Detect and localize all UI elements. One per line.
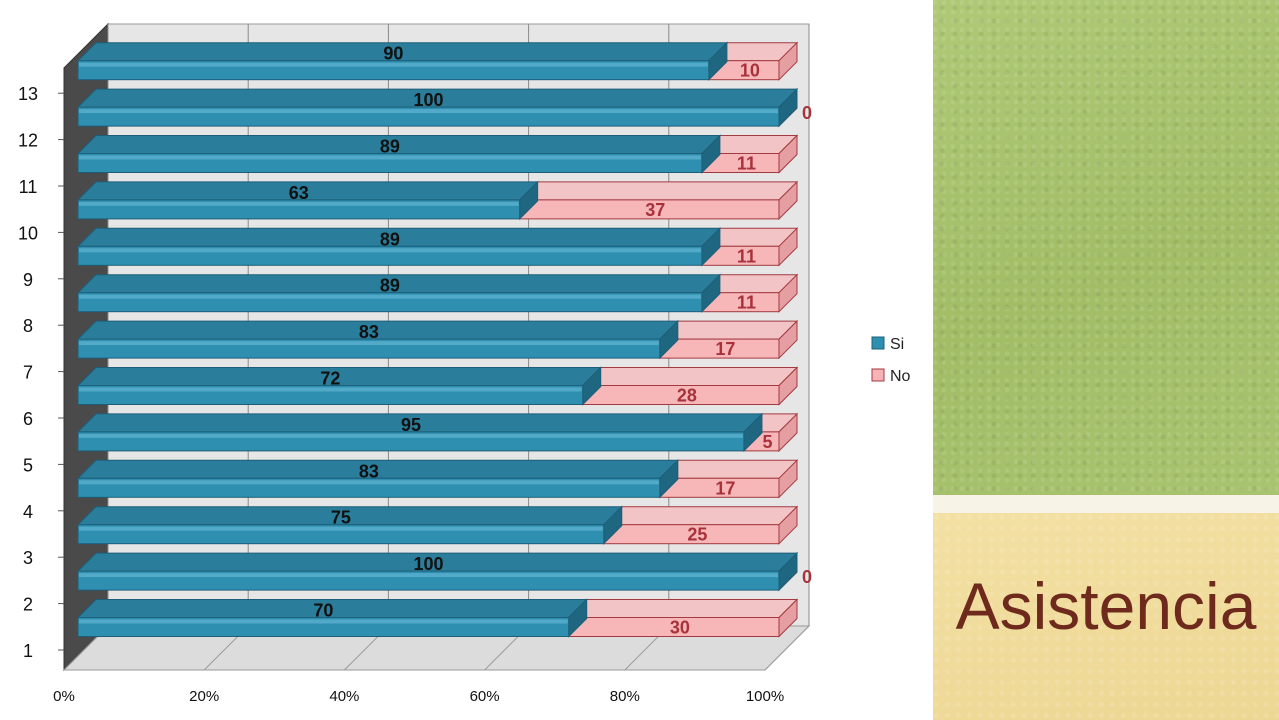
legend-label: Si <box>890 336 904 353</box>
bar-si-5 <box>76 412 764 453</box>
bar-no-4 <box>658 459 799 499</box>
y-tick-label: 7 <box>23 363 33 383</box>
si-value-label: 90 <box>383 44 403 64</box>
si-value-label: 70 <box>313 601 333 621</box>
no-value-label: 17 <box>715 339 735 359</box>
legend-label: No <box>890 368 911 385</box>
y-tick-label: 1 <box>23 641 33 661</box>
no-value-label: 25 <box>687 525 707 545</box>
chart-bars <box>76 41 799 638</box>
no-value-label: 11 <box>737 293 756 313</box>
no-value-label: 11 <box>737 154 756 174</box>
bar-si-2 <box>76 551 799 592</box>
bar-si-7 <box>76 319 680 360</box>
panel-divider <box>933 495 1279 513</box>
y-tick-label: 3 <box>23 548 33 568</box>
si-value-label: 95 <box>401 415 421 435</box>
si-value-label: 75 <box>331 508 351 528</box>
bar-no-6 <box>581 366 799 406</box>
bar-no-3 <box>602 505 799 545</box>
y-tick-label: 2 <box>23 595 33 615</box>
no-value-label: 28 <box>677 386 697 406</box>
bar-no-8 <box>700 273 799 313</box>
bar-si-13 <box>76 41 729 81</box>
si-value-label: 100 <box>413 554 443 574</box>
data-labels: 90 10 100 0 89 11 63 37 89 11 89 11 83 17 72 28 95 5 83 17 7… <box>289 44 812 638</box>
bar-si-12 <box>76 87 799 128</box>
legend-swatch <box>871 368 885 382</box>
no-value-label: 30 <box>670 618 690 638</box>
y-tick-label: 13 <box>18 84 38 104</box>
y-tick-label: 9 <box>23 270 33 290</box>
bar-no-1 <box>567 598 799 638</box>
floor-grid-line <box>764 625 810 671</box>
bar-si-6 <box>76 366 602 406</box>
y-tick-label: 11 <box>19 177 38 197</box>
bar-no-11 <box>700 134 799 174</box>
si-value-label: 89 <box>380 276 400 296</box>
green-texture-panel <box>933 0 1279 495</box>
y-tick-label: 5 <box>23 455 33 475</box>
side-panel: Asistencia <box>928 0 1279 720</box>
stacked-bar-chart: 9010100089116337891189118317722895583177… <box>18 22 911 705</box>
chart-area: 90 10 100 0 89 11 63 37 89 11 89 11 83 17 72 28 95 5 83 17 7… <box>17 0 929 720</box>
bar-si-1 <box>76 598 588 638</box>
axis-ticks: 13 12 11 10 9 8 7 6 5 4 3 2 1 0% 20% 40% 60% 80% 100% <box>18 84 784 705</box>
no-value-label: 37 <box>645 200 665 220</box>
si-value-label: 100 <box>413 90 443 110</box>
y-tick-label: 8 <box>23 316 33 336</box>
no-value-label: 17 <box>715 478 735 498</box>
bar-si-3 <box>76 505 623 545</box>
y-tick-label: 12 <box>18 131 38 151</box>
si-value-label: 89 <box>380 137 400 157</box>
bar-no-10 <box>518 180 799 221</box>
x-tick-label: 0% <box>53 688 75 705</box>
bar-si-9 <box>76 227 722 267</box>
x-tick-label: 100% <box>746 688 784 705</box>
bar-si-4 <box>76 459 680 499</box>
bar-no-7 <box>658 319 799 360</box>
chart-legend: Si No <box>871 336 911 385</box>
slide-title: Asistencia <box>955 569 1257 643</box>
bar-si-8 <box>76 273 722 313</box>
y-tick-label: 6 <box>23 409 33 429</box>
bar-no-9 <box>700 227 799 267</box>
no-value-label: 0 <box>802 103 812 123</box>
legend-swatch <box>871 336 885 350</box>
si-value-label: 83 <box>359 322 379 342</box>
y-tick-label: 4 <box>23 502 33 522</box>
si-value-label: 63 <box>289 183 309 203</box>
si-value-label: 72 <box>320 369 340 389</box>
si-value-label: 89 <box>380 229 400 249</box>
bar-no-13 <box>707 41 799 81</box>
no-value-label: 5 <box>762 432 772 452</box>
bar-si-11 <box>76 134 722 174</box>
no-value-label: 0 <box>802 567 812 587</box>
x-tick-label: 20% <box>189 688 219 705</box>
no-value-label: 11 <box>737 246 756 266</box>
x-tick-label: 60% <box>470 688 500 705</box>
si-value-label: 83 <box>359 461 379 481</box>
y-tick-label: 10 <box>18 223 38 243</box>
x-tick-label: 80% <box>610 688 640 705</box>
no-value-label: 10 <box>740 61 760 81</box>
x-tick-label: 40% <box>329 688 359 705</box>
tan-texture-panel <box>933 513 1279 720</box>
bar-si-10 <box>76 180 539 221</box>
